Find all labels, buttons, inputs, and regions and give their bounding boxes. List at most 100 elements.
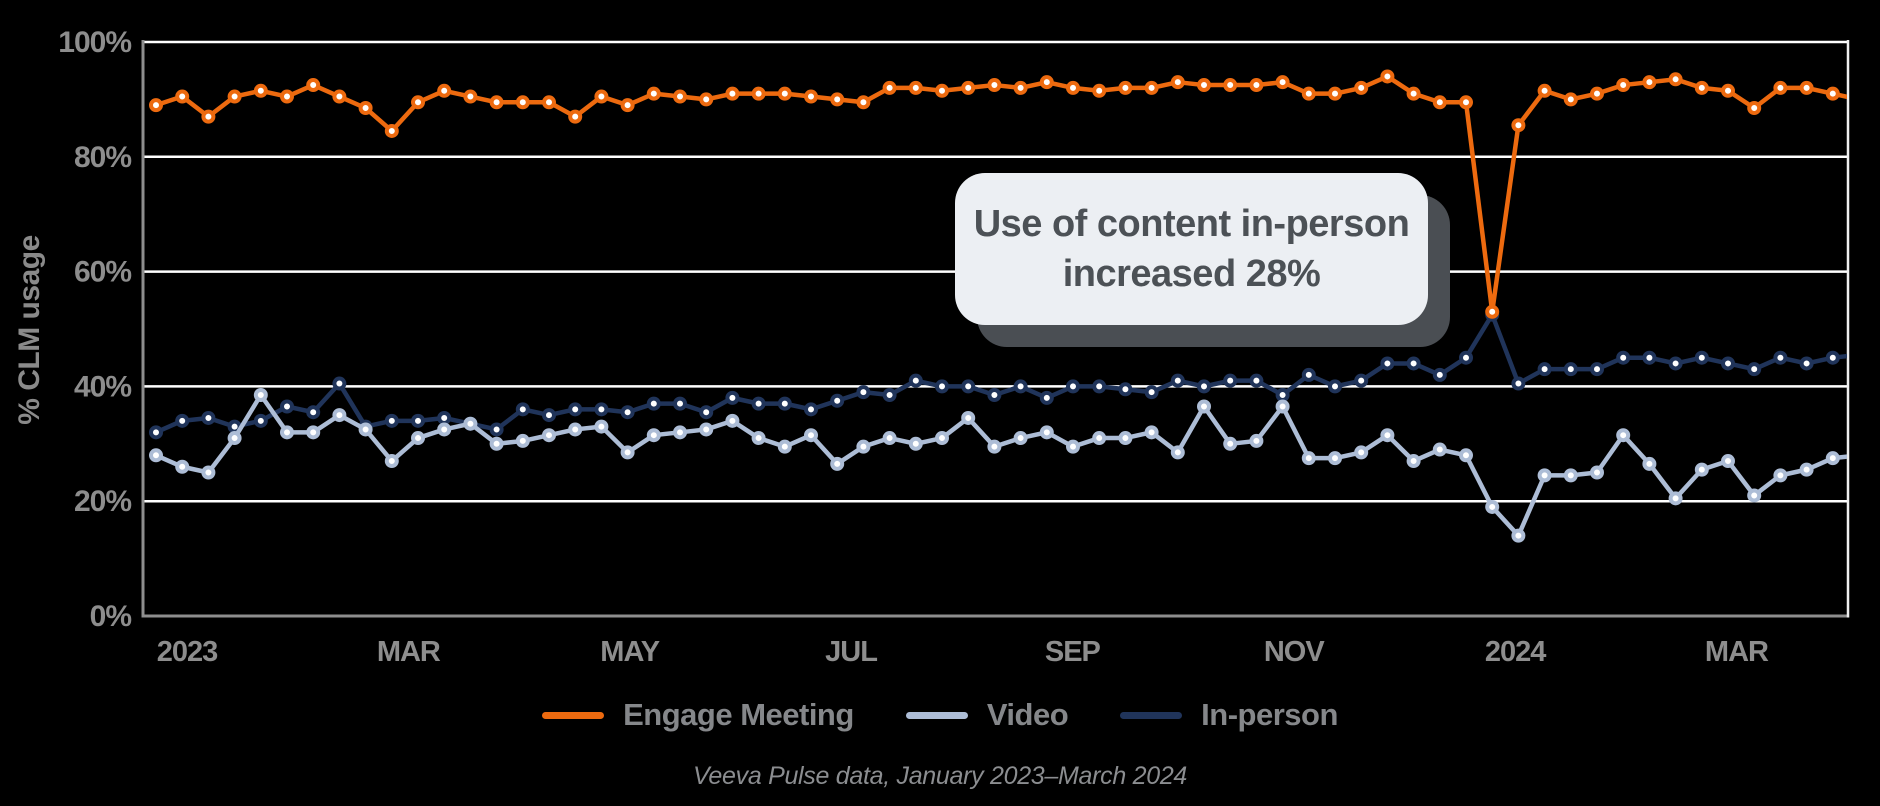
data-point-engage-meeting-33: [1013, 80, 1028, 95]
data-point-video-65: [1854, 450, 1864, 460]
legend-item-in-person: In-person: [1120, 697, 1338, 733]
data-point-video-55: [1590, 465, 1604, 480]
data-point-video-3: [227, 431, 242, 446]
data-point-video-50: [1459, 448, 1473, 463]
data-point-video-14: [515, 433, 530, 448]
data-point-video-44: [1301, 451, 1316, 466]
data-point-in-person-7: [332, 376, 347, 391]
data-point-in-person-58: [1668, 356, 1683, 371]
data-point-in-person-39: [1170, 373, 1185, 388]
data-point-in-person-34: [1039, 390, 1054, 405]
legend-label-engage-meeting: Engage Meeting: [623, 697, 854, 732]
data-point-in-person-27: [856, 385, 871, 400]
data-point-in-person-14: [515, 402, 530, 417]
data-point-in-person-10: [411, 413, 425, 428]
data-point-engage-meeting-11: [437, 83, 452, 98]
y-tick-label-80%: 80%: [74, 141, 131, 174]
data-point-engage-meeting-14: [515, 95, 530, 110]
data-point-engage-meeting-47: [1380, 69, 1395, 84]
data-point-video-17: [594, 419, 609, 434]
data-point-engage-meeting-5: [280, 89, 294, 104]
data-point-in-person-47: [1380, 356, 1395, 371]
data-point-in-person-31: [961, 379, 976, 394]
data-point-engage-meeting-27: [856, 95, 871, 110]
y-axis-title: % CLM usage: [13, 235, 46, 425]
data-point-engage-meeting-50: [1459, 95, 1473, 110]
data-point-in-person-53: [1537, 362, 1552, 377]
data-point-video-1: [175, 459, 190, 474]
data-point-video-29: [908, 436, 923, 451]
data-point-video-63: [1799, 462, 1814, 477]
data-point-engage-meeting-15: [542, 95, 556, 110]
data-point-engage-meeting-57: [1642, 75, 1657, 90]
data-point-in-person-4: [253, 413, 268, 428]
data-point-engage-meeting-44: [1301, 86, 1316, 101]
data-point-in-person-44: [1301, 367, 1316, 382]
data-point-in-person-16: [568, 402, 583, 417]
data-point-engage-meeting-32: [987, 78, 1002, 93]
data-point-engage-meeting-7: [332, 89, 347, 104]
legend-swatch-engage-meeting-icon: [542, 711, 605, 719]
data-point-video-36: [1092, 431, 1107, 446]
data-point-video-31: [961, 410, 976, 425]
data-point-in-person-48: [1406, 356, 1421, 371]
data-point-video-16: [568, 422, 583, 437]
data-point-video-0: [149, 448, 163, 463]
data-point-in-person-37: [1118, 382, 1133, 397]
data-point-video-42: [1249, 433, 1264, 448]
data-point-engage-meeting-45: [1328, 86, 1342, 101]
data-point-video-23: [751, 431, 766, 446]
data-point-engage-meeting-23: [751, 86, 766, 101]
data-point-engage-meeting-48: [1406, 86, 1421, 101]
series-line-in-person: [153, 312, 1847, 435]
y-tick-label-40%: 40%: [74, 370, 131, 403]
data-point-engage-meeting-61: [1747, 101, 1762, 116]
data-point-in-person-46: [1354, 373, 1369, 388]
data-point-in-person-29: [908, 373, 923, 388]
data-point-video-4: [253, 388, 268, 403]
data-point-video-34: [1039, 425, 1054, 440]
data-point-video-41: [1223, 436, 1238, 451]
data-point-in-person-60: [1721, 356, 1735, 371]
series-line-video: [153, 392, 1847, 538]
data-point-video-33: [1013, 431, 1028, 446]
data-point-in-person-55: [1590, 362, 1604, 377]
data-point-video-30: [935, 431, 949, 446]
data-point-in-person-52: [1511, 376, 1526, 391]
data-point-video-43: [1275, 399, 1290, 414]
data-point-engage-meeting-22: [725, 86, 740, 101]
data-point-engage-meeting-46: [1354, 80, 1369, 95]
data-point-engage-meeting-18: [620, 98, 635, 113]
data-point-video-58: [1668, 491, 1683, 506]
data-point-engage-meeting-43: [1275, 75, 1290, 90]
data-point-in-person-23: [751, 396, 766, 411]
data-point-in-person-43: [1275, 388, 1290, 403]
data-point-in-person-13: [489, 422, 504, 437]
data-point-in-person-32: [987, 388, 1002, 403]
data-point-video-7: [332, 408, 347, 423]
data-point-video-54: [1563, 468, 1578, 483]
data-point-engage-meeting-2: [201, 109, 216, 124]
data-point-in-person-24: [777, 396, 792, 411]
data-point-in-person-38: [1144, 385, 1159, 400]
data-point-video-5: [280, 425, 294, 440]
data-point-video-52: [1511, 528, 1526, 543]
data-point-in-person-65: [1854, 350, 1864, 360]
data-point-in-person-64: [1825, 350, 1840, 365]
data-point-video-22: [725, 413, 740, 428]
data-point-engage-meeting-63: [1799, 80, 1814, 95]
data-point-in-person-61: [1747, 362, 1762, 377]
legend: Engage Meeting Video In-person: [0, 697, 1880, 733]
data-point-in-person-63: [1799, 356, 1814, 371]
data-point-in-person-49: [1432, 367, 1447, 382]
data-point-video-6: [306, 425, 321, 440]
data-point-video-60: [1721, 454, 1735, 469]
data-point-engage-meeting-10: [411, 95, 425, 110]
data-point-video-12: [463, 416, 478, 431]
data-point-engage-meeting-0: [149, 98, 163, 113]
data-point-in-person-41: [1223, 373, 1238, 388]
data-point-engage-meeting-52: [1511, 118, 1526, 133]
data-point-video-26: [830, 456, 845, 471]
data-point-engage-meeting-64: [1825, 86, 1840, 101]
